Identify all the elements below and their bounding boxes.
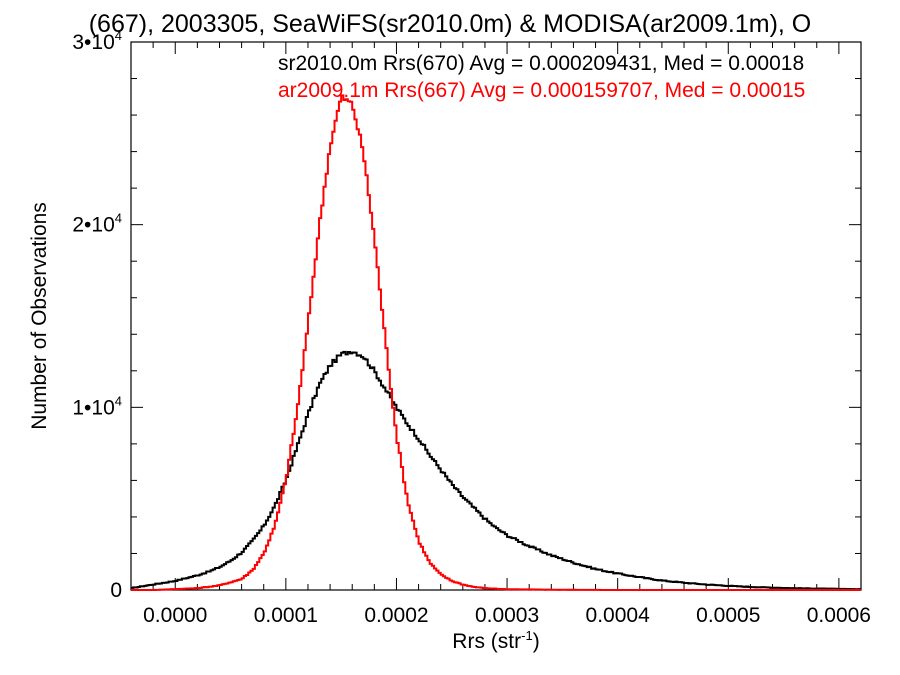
x-axis-label: Rrs (str-1) — [452, 628, 539, 653]
chart-title: (667), 2003305, SeaWiFS(sr2010.0m) & MOD… — [89, 10, 812, 38]
y-tick-label-base: 0 — [110, 579, 122, 602]
series-line-1 — [131, 94, 861, 591]
x-axis-label-sup: -1 — [521, 628, 533, 643]
x-tick-label: 0.0004 — [586, 604, 651, 627]
y-tick-label: 0 — [110, 579, 122, 602]
series-line-0 — [131, 350, 861, 591]
x-axis-label-text: Rrs (str — [452, 630, 521, 653]
x-tick-label: 0.0000 — [143, 604, 207, 627]
annotation-black: sr2010.0m Rrs(670) Avg = 0.000209431, Me… — [278, 52, 804, 75]
x-axis-label-end: ) — [533, 630, 540, 653]
y-tick-label-exponent: 4 — [115, 211, 122, 226]
series-layer — [131, 94, 861, 591]
y-tick-label: 3•104 — [72, 28, 122, 54]
annotation-red: ar2009.1m Rrs(667) Avg = 0.000159707, Me… — [278, 79, 805, 102]
y-tick-label-base: 3•10 — [72, 31, 114, 54]
x-axis: 0.0000 0.0001 0.0002 0.0003 0.0004 0.0005 0.00… — [130, 42, 871, 627]
y-axis-label: Number of Observations — [28, 202, 51, 430]
y-tick-label-base: 1•10 — [72, 396, 114, 419]
y-tick-label: 2•104 — [72, 211, 122, 237]
y-tick-label: 1•104 — [72, 393, 122, 419]
x-tick-label: 0.0006 — [807, 604, 871, 627]
x-tick-label: 0.0005 — [696, 604, 760, 627]
y-tick-label-exponent: 4 — [115, 28, 122, 43]
plot-frame — [130, 41, 862, 591]
y-tick-label-base: 2•10 — [72, 214, 114, 237]
x-tick-label: 0.0003 — [475, 604, 539, 627]
x-tick-label: 0.0001 — [254, 604, 318, 627]
y-tick-label-exponent: 4 — [115, 393, 122, 408]
x-tick-label: 0.0002 — [364, 604, 428, 627]
